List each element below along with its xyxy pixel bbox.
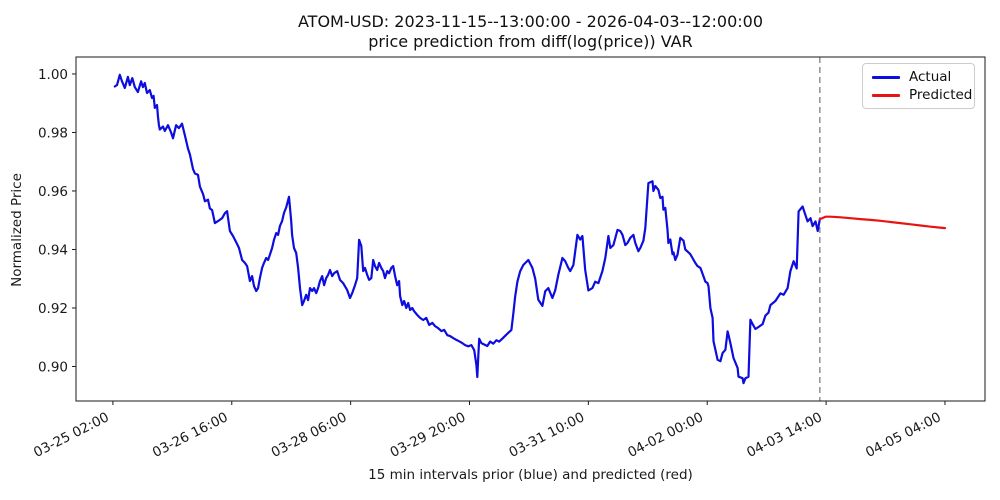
legend-item-actual: Actual (872, 69, 965, 85)
y-tick-label: 1.00 (38, 67, 68, 83)
y-tick-label: 0.92 (38, 301, 68, 317)
chart-title-line1: ATOM-USD: 2023-11-15--13:00:00 - 2026-04… (297, 12, 764, 31)
chart-title: ATOM-USD: 2023-11-15--13:00:00 - 2026-04… (76, 12, 985, 52)
x-tick-label: 03-28 06:00 (269, 409, 350, 461)
x-axis-label: 15 min intervals prior (blue) and predic… (368, 467, 693, 483)
legend-label-predicted: Predicted (909, 87, 973, 103)
actual-line-swatch (872, 75, 900, 79)
series-actual-line (113, 73, 821, 385)
legend: Actual Predicted (862, 63, 975, 109)
legend-label-actual: Actual (909, 69, 952, 85)
series-predicted-line (818, 215, 947, 230)
x-tick-label: 03-31 10:00 (506, 409, 587, 461)
x-tick-label: 03-25 02:00 (31, 409, 112, 461)
y-tick-label: 0.98 (38, 125, 68, 141)
predicted-line-swatch (872, 93, 900, 97)
x-tick-label: 04-02 00:00 (625, 409, 706, 461)
y-tick-label: 0.96 (38, 184, 68, 200)
legend-item-predicted: Predicted (872, 87, 972, 103)
plot-border (75, 56, 986, 402)
x-tick-label: 03-26 16:00 (150, 409, 231, 461)
plot-area (76, 57, 985, 401)
y-tick-label: 0.94 (38, 242, 68, 258)
y-axis-label: Normalized Price (9, 173, 25, 287)
x-tick-label: 03-29 20:00 (388, 409, 469, 461)
x-tick-label: 04-05 04:00 (863, 409, 944, 461)
x-tick-label: 04-03 14:00 (744, 409, 825, 461)
y-tick-label: 0.90 (38, 359, 68, 375)
chart-title-line2: price prediction from diff(log(price)) V… (368, 32, 693, 51)
